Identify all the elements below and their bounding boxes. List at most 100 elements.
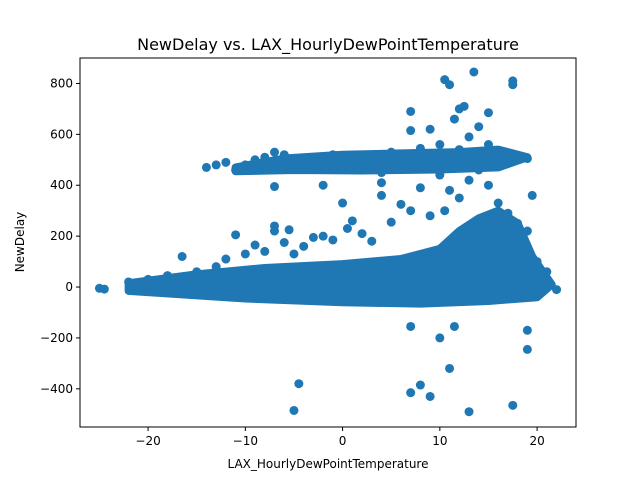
data-point-91 bbox=[474, 122, 484, 132]
data-point-46 bbox=[527, 190, 537, 200]
data-point-17 bbox=[284, 225, 294, 235]
data-point-60 bbox=[299, 154, 309, 164]
data-point-8 bbox=[211, 262, 221, 272]
data-point-101 bbox=[445, 363, 455, 373]
data-point-63 bbox=[328, 150, 338, 160]
data-point-29 bbox=[376, 178, 386, 188]
data-point-16 bbox=[279, 238, 289, 247]
data-point-98 bbox=[376, 168, 386, 178]
data-point-87 bbox=[449, 114, 459, 124]
data-point-26 bbox=[357, 229, 367, 239]
data-point-40 bbox=[474, 165, 484, 175]
x-tick-label-0: −20 bbox=[135, 434, 160, 448]
data-point-43 bbox=[503, 208, 513, 218]
data-point-78 bbox=[474, 150, 484, 160]
data-point-5 bbox=[163, 271, 173, 281]
data-point-95 bbox=[406, 126, 416, 136]
data-point-72 bbox=[415, 143, 425, 153]
x-tick-label-2: 0 bbox=[339, 434, 347, 448]
x-tick-label-1: −10 bbox=[233, 434, 258, 448]
data-point-21 bbox=[318, 231, 328, 241]
data-point-39 bbox=[464, 175, 474, 185]
data-point-109 bbox=[522, 325, 532, 335]
data-point-96 bbox=[270, 182, 280, 192]
y-tick-label-6: 800 bbox=[50, 76, 73, 90]
data-points bbox=[94, 67, 562, 417]
data-point-51 bbox=[211, 160, 221, 170]
data-point-82 bbox=[513, 152, 523, 162]
data-point-102 bbox=[449, 321, 459, 331]
data-point-107 bbox=[508, 400, 518, 410]
data-point-62 bbox=[318, 152, 328, 162]
data-point-83 bbox=[522, 154, 532, 164]
data-point-59 bbox=[289, 156, 299, 166]
data-point-32 bbox=[406, 206, 416, 216]
data-point-18 bbox=[289, 249, 299, 259]
data-point-9 bbox=[221, 254, 231, 264]
data-point-73 bbox=[425, 124, 435, 134]
data-point-108 bbox=[522, 344, 532, 354]
data-point-105 bbox=[425, 391, 435, 401]
data-point-66 bbox=[357, 155, 367, 165]
data-point-3 bbox=[133, 278, 143, 288]
data-point-75 bbox=[445, 155, 455, 165]
y-tick-label-0: −400 bbox=[40, 382, 73, 396]
data-point-45 bbox=[522, 226, 532, 236]
data-point-6 bbox=[177, 251, 187, 261]
data-point-50 bbox=[201, 162, 211, 172]
data-point-110 bbox=[294, 379, 304, 389]
y-tick-label-3: 200 bbox=[50, 229, 73, 243]
data-point-71 bbox=[406, 152, 416, 162]
data-point-92 bbox=[483, 108, 493, 118]
data-point-53 bbox=[231, 165, 241, 175]
data-point-37 bbox=[445, 185, 455, 195]
y-tick-label-2: 0 bbox=[65, 280, 73, 294]
data-point-30 bbox=[386, 217, 396, 227]
data-point-19 bbox=[299, 241, 309, 251]
data-point-52 bbox=[221, 157, 231, 167]
y-axis-ticks: −400 −200 0 200 400 600 800 bbox=[40, 76, 80, 396]
data-point-35 bbox=[435, 170, 445, 180]
data-point-20 bbox=[308, 232, 318, 242]
data-point-13 bbox=[260, 246, 270, 256]
data-point-104 bbox=[415, 380, 425, 390]
data-point-1 bbox=[99, 284, 109, 294]
data-point-86 bbox=[445, 80, 455, 90]
x-axis-label: LAX_HourlyDewPointTemperature bbox=[228, 457, 429, 471]
data-point-58 bbox=[279, 150, 289, 160]
data-point-76 bbox=[454, 145, 464, 155]
data-point-57 bbox=[270, 147, 280, 157]
data-point-97 bbox=[318, 180, 328, 190]
data-point-65 bbox=[347, 152, 357, 162]
data-point-67 bbox=[367, 150, 377, 160]
data-point-22 bbox=[328, 235, 338, 245]
data-point-56 bbox=[260, 152, 270, 162]
data-point-61 bbox=[308, 162, 318, 172]
data-point-41 bbox=[483, 180, 493, 190]
data-point-69 bbox=[386, 147, 396, 157]
data-point-54 bbox=[240, 160, 250, 170]
data-point-111 bbox=[289, 405, 299, 415]
x-tick-label-3: 10 bbox=[432, 434, 447, 448]
y-axis-label: NewDelay bbox=[13, 212, 27, 273]
data-point-70 bbox=[396, 155, 406, 165]
data-point-11 bbox=[240, 249, 250, 259]
data-point-94 bbox=[508, 80, 518, 90]
data-point-90 bbox=[469, 67, 479, 77]
data-point-12 bbox=[250, 240, 260, 250]
data-point-27 bbox=[367, 236, 377, 246]
data-point-106 bbox=[464, 407, 474, 417]
data-point-99 bbox=[406, 321, 416, 331]
axes-frame bbox=[79, 57, 577, 428]
chart-title: NewDelay vs. LAX_HourlyDewPointTemperatu… bbox=[137, 35, 519, 55]
data-point-55 bbox=[250, 155, 260, 165]
data-point-74 bbox=[435, 140, 445, 150]
data-point-103 bbox=[406, 388, 416, 398]
data-point-77 bbox=[464, 132, 474, 142]
x-axis-ticks: −20 −10 0 10 20 bbox=[135, 427, 545, 448]
data-point-31 bbox=[396, 199, 406, 209]
data-point-4 bbox=[143, 274, 153, 284]
data-point-24 bbox=[342, 224, 352, 234]
